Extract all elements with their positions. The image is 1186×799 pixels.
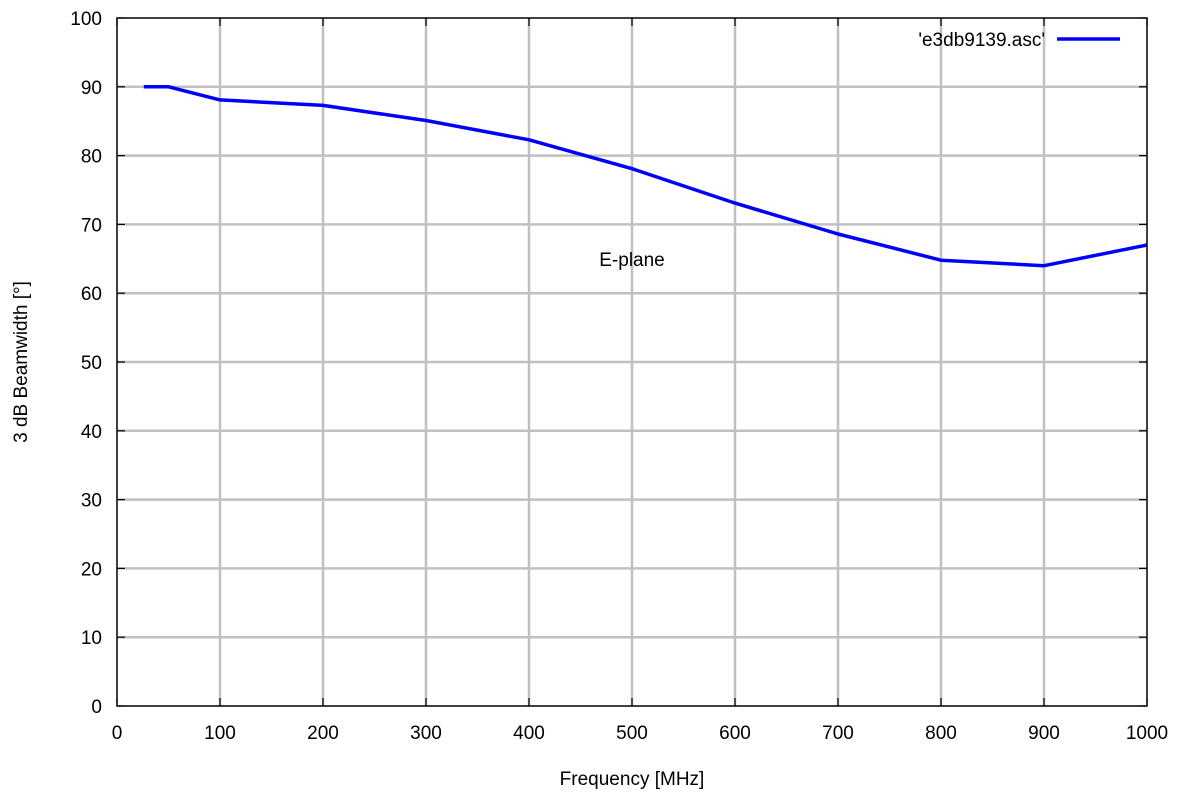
x-tick-label: 400 [513,723,545,744]
x-tick-label: 600 [719,723,751,744]
legend: 'e3db9139.asc' [918,30,1120,51]
annotations: E-plane [599,250,665,271]
y-tick-label: 90 [81,78,102,99]
y-tick-label: 70 [81,215,102,236]
annotation-label: E-plane [599,250,665,271]
x-tick-label: 500 [616,723,648,744]
plot-series [143,85,1148,268]
axis-ticks: 0 100 200 300 400 500 600 700 800 900 1000 0 10 20 30 4… [70,9,1168,744]
series-line-0 [143,85,1148,268]
x-tick-label: 100 [204,723,236,744]
y-tick-label: 20 [81,559,102,580]
x-tick-label: 300 [410,723,442,744]
y-tick-label: 60 [81,284,102,305]
y-tick-label: 30 [81,491,102,512]
legend-label: 'e3db9139.asc' [918,30,1045,51]
x-tick-label: 1000 [1126,723,1168,744]
y-tick-label: 50 [81,353,102,374]
x-tick-label: 200 [307,723,339,744]
y-axis-title: 3 dB Beamwidth [°] [11,281,32,443]
x-tick-label: 700 [822,723,854,744]
y-tick-label: 80 [81,147,102,168]
y-tick-label: 10 [81,628,102,649]
x-tick-label: 900 [1028,723,1060,744]
x-axis-title: Frequency [MHz] [560,769,705,790]
x-tick-label: 0 [112,723,123,744]
y-tick-label: 40 [81,422,102,443]
grid [117,18,1147,706]
y-tick-label: 0 [91,697,102,718]
x-tick-label: 800 [925,723,957,744]
y-tick-label: 100 [70,9,102,30]
